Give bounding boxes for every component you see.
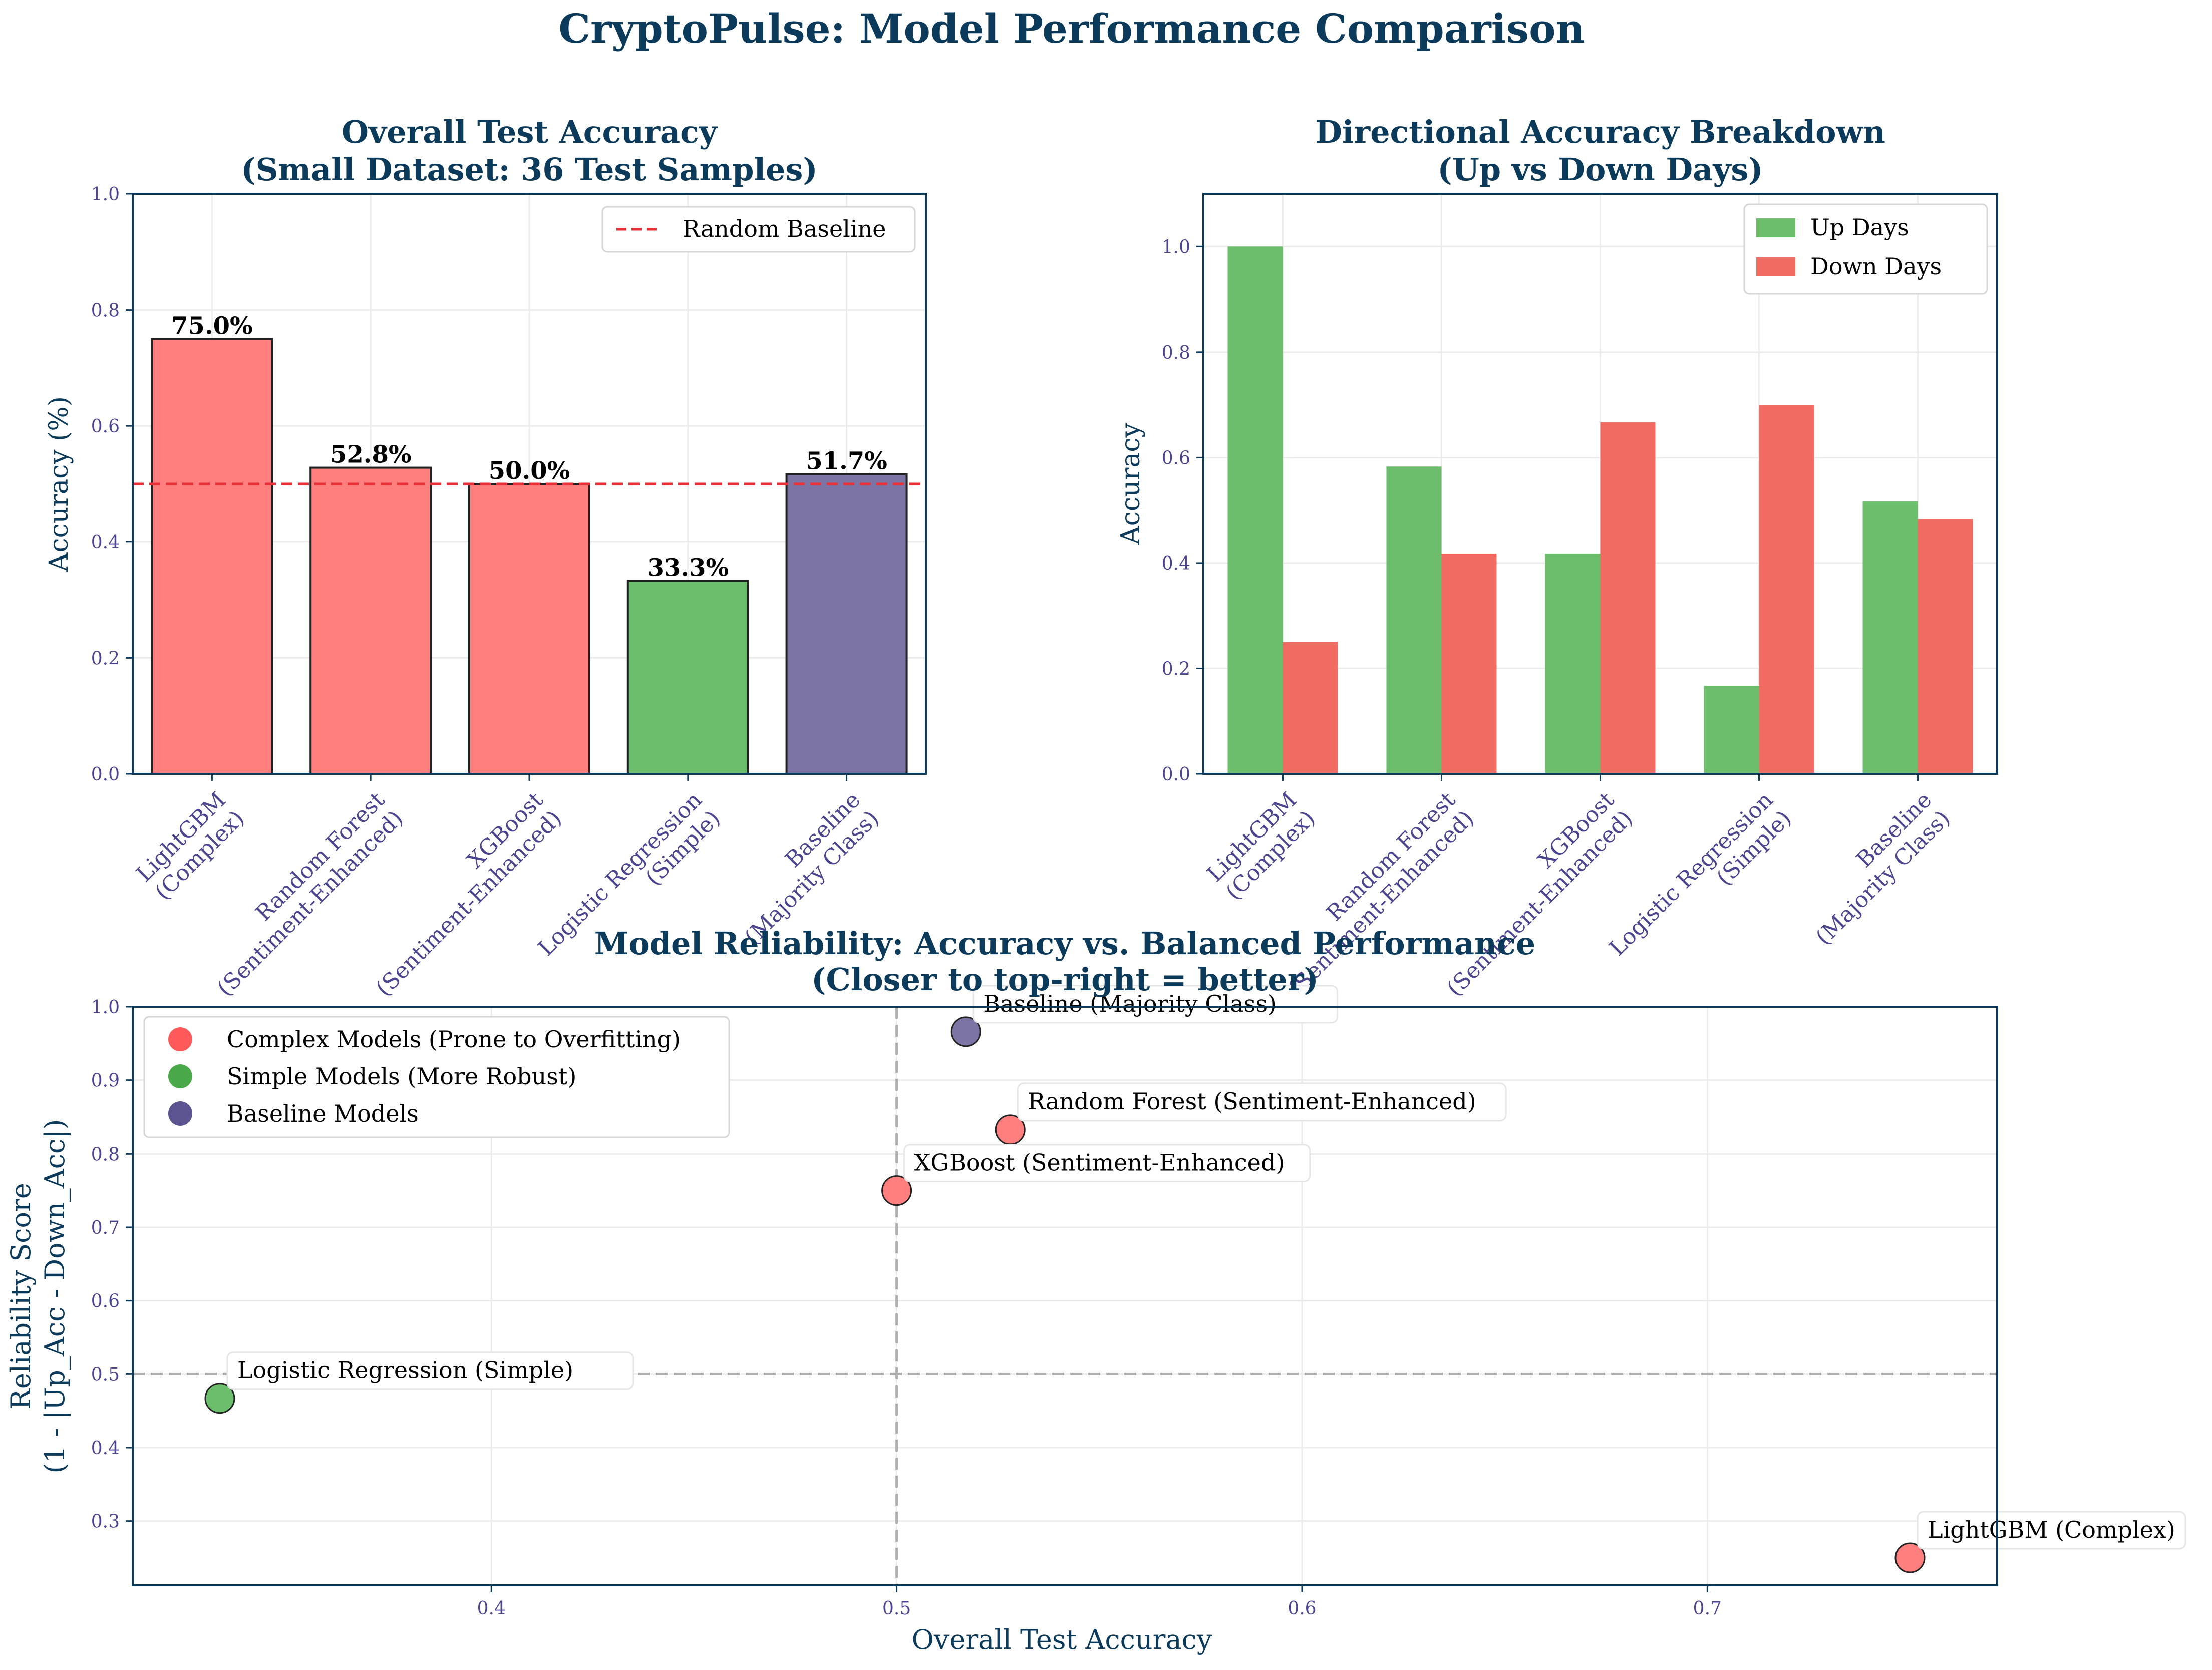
scatter-point-4 [950, 1016, 981, 1047]
bar-1 [309, 466, 432, 775]
bar-up-0 [1227, 246, 1283, 774]
legend-marker-complex [168, 1027, 192, 1051]
panel-title: (Small Dataset: 36 Test Samples) [241, 151, 817, 188]
legend-box [143, 1016, 730, 1138]
point-annotation-label: Baseline (Majority Class) [983, 990, 1277, 1017]
y-tick-label: 0.4 [91, 532, 120, 553]
y-tick-label: 1.0 [91, 997, 120, 1018]
panel-title: Model Reliability: Accuracy vs. Balanced… [594, 925, 1536, 962]
bar-down-0 [1283, 642, 1338, 774]
point-annotation-box [903, 1144, 1311, 1183]
legend-label-down: Down Days [1810, 253, 1942, 280]
bar-value-label: 50.0% [489, 457, 570, 485]
panel-title: Overall Test Accuracy [342, 114, 718, 150]
x-tick-label: 0.6 [1288, 1598, 1316, 1619]
bar-3 [626, 580, 749, 775]
panel-title: Directional Accuracy Breakdown [1315, 114, 1885, 150]
legend-box [601, 206, 916, 253]
x-axis-label: Overall Test Accuracy [912, 1624, 1212, 1655]
y-axis-label: (1 - |Up_Acc - Down_Acc|) [39, 1119, 71, 1474]
legend-swatch-down [1756, 257, 1795, 276]
point-annotation-label: LightGBM (Complex) [1928, 1516, 2175, 1543]
y-tick-label: 0.6 [91, 416, 120, 437]
bar-value-label: 51.7% [806, 447, 887, 475]
y-tick-label: 0.4 [91, 1438, 120, 1459]
scatter-point-2 [881, 1175, 912, 1206]
legend-label-complex: Complex Models (Prone to Overfitting) [227, 1026, 681, 1053]
legend-marker-baseline [168, 1101, 192, 1126]
bar-up-2 [1545, 554, 1601, 774]
bar-down-4 [1918, 519, 1973, 774]
panel-title: (Closer to top-right = better) [811, 961, 1319, 998]
x-tick-label: 0.5 [882, 1598, 911, 1619]
legend-label-random-baseline: Random Baseline [683, 215, 886, 242]
y-tick-label: 1.0 [91, 184, 120, 205]
y-tick-label: 0.9 [91, 1071, 120, 1091]
panel-title: (Up vs Down Days) [1437, 151, 1763, 188]
y-tick-label: 0.2 [1162, 659, 1190, 679]
y-tick-label: 0.8 [91, 301, 120, 321]
bar-2 [468, 483, 590, 775]
bar-value-label: 33.3% [648, 553, 729, 582]
bar-down-2 [1600, 422, 1656, 774]
legend-label-up: Up Days [1810, 214, 1909, 241]
x-tick-label: 0.7 [1693, 1598, 1722, 1619]
bar-value-label: 75.0% [171, 312, 253, 340]
y-tick-label: 0.5 [91, 1364, 120, 1385]
bar-up-4 [1862, 501, 1918, 774]
bar-down-1 [1441, 554, 1497, 774]
y-tick-label: 0.3 [91, 1512, 120, 1532]
bar-value-label: 52.8% [330, 441, 412, 469]
y-axis-label: Accuracy (%) [44, 396, 74, 572]
y-tick-label: 0.6 [91, 1291, 120, 1312]
point-annotation-label: Logistic Regression (Simple) [237, 1357, 573, 1384]
scatter-point-3 [204, 1383, 235, 1414]
y-axis-label: Accuracy [1116, 423, 1146, 545]
bar-4 [785, 473, 908, 775]
legend-box [1743, 203, 1988, 295]
figure-title: CryptoPulse: Model Performance Compariso… [558, 5, 1585, 52]
point-annotation-box [226, 1351, 634, 1390]
y-tick-label: 0.8 [1162, 343, 1190, 363]
legend-label-baseline: Baseline Models [227, 1100, 419, 1127]
plot-frame [132, 1006, 1998, 1586]
y-axis-label: Reliability Score [5, 1183, 37, 1410]
bar-up-1 [1386, 466, 1442, 774]
bar-up-3 [1704, 686, 1759, 774]
legend-swatch-up [1756, 218, 1795, 237]
x-tick-label: 0.4 [477, 1598, 506, 1619]
point-annotation-label: XGBoost (Sentiment-Enhanced) [914, 1149, 1285, 1176]
legend-label-simple: Simple Models (More Robust) [227, 1063, 576, 1090]
y-tick-label: 0.8 [91, 1144, 120, 1165]
legend-marker-simple [168, 1064, 192, 1088]
scatter-point-0 [1894, 1542, 1926, 1573]
y-tick-label: 1.0 [1162, 237, 1190, 257]
point-annotation-box [1017, 1082, 1507, 1122]
y-tick-label: 0.6 [1162, 448, 1190, 468]
bar-0 [151, 338, 273, 775]
point-annotation-label: Random Forest (Sentiment-Enhanced) [1028, 1088, 1476, 1115]
y-tick-label: 0.7 [91, 1218, 120, 1238]
point-annotation-box [972, 985, 1339, 1024]
point-annotation-box [1917, 1511, 2186, 1550]
y-tick-label: 0.2 [91, 648, 120, 669]
y-tick-label: 0.4 [1162, 553, 1190, 574]
bar-down-3 [1759, 405, 1814, 774]
y-tick-label: 0.0 [91, 764, 120, 785]
y-tick-label: 0.0 [1162, 764, 1190, 785]
